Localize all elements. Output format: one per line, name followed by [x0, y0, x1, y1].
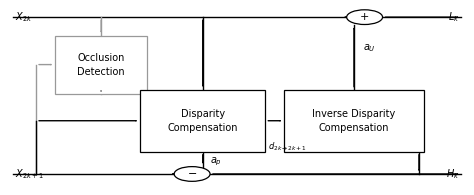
Text: +: + [360, 12, 369, 22]
Text: $X_{2k}$: $X_{2k}$ [15, 10, 32, 24]
Text: $X_{2k+1}$: $X_{2k+1}$ [15, 167, 44, 181]
Bar [140, 90, 265, 152]
Bar [55, 35, 147, 94]
Bar [284, 90, 424, 152]
Text: $a_U$: $a_U$ [364, 42, 376, 54]
Text: $H_k$: $H_k$ [446, 167, 459, 181]
Text: Disparity
Compensation: Disparity Compensation [167, 109, 238, 133]
Circle shape [346, 10, 383, 25]
Text: −: − [187, 169, 197, 179]
Text: Inverse Disparity
Compensation: Inverse Disparity Compensation [312, 109, 396, 133]
Text: $d_{2k\rightarrow 2k+1}$: $d_{2k\rightarrow 2k+1}$ [268, 140, 307, 153]
Circle shape [174, 167, 210, 181]
Text: $a_p$: $a_p$ [210, 155, 222, 168]
Text: Occlusion
Detection: Occlusion Detection [77, 53, 125, 77]
Text: $L_k$: $L_k$ [447, 10, 459, 24]
